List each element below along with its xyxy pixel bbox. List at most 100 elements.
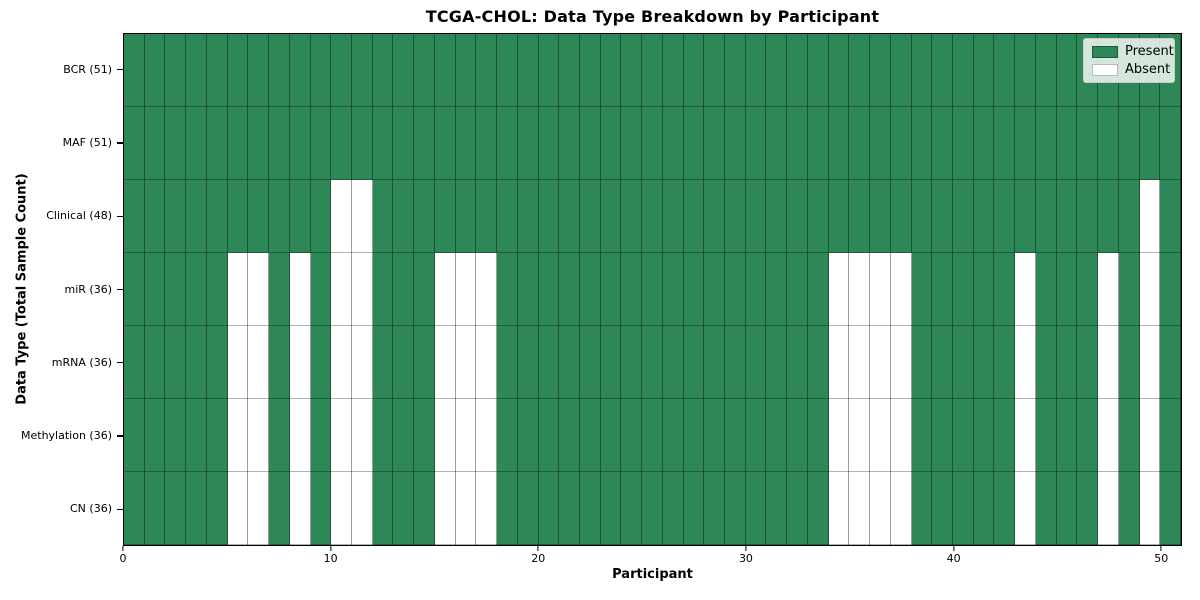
heatmap-cell: [186, 107, 207, 180]
heatmap-cell: [124, 34, 145, 107]
heatmap-cell: [579, 107, 601, 180]
y-tick-mark: [117, 435, 123, 437]
heatmap-cell: [538, 326, 560, 399]
heatmap-cell: [289, 399, 311, 472]
heatmap-cell: [165, 34, 187, 107]
heatmap-cell: [1035, 253, 1057, 326]
heatmap-cell: [745, 326, 767, 399]
heatmap-cell: [206, 107, 228, 180]
heatmap-cell: [372, 107, 394, 180]
heatmap-cell: [186, 399, 207, 472]
heatmap-cell: [351, 180, 373, 253]
x-tick-mark: [952, 546, 955, 551]
heatmap-cell: [1139, 253, 1161, 326]
heatmap-cell: [1015, 107, 1036, 180]
heatmap-cell: [579, 472, 601, 545]
heatmap-cell: [372, 472, 394, 545]
heatmap-cell: [124, 472, 145, 545]
heatmap-cell: [1139, 326, 1161, 399]
heatmap-cell: [994, 253, 1016, 326]
heatmap-cell: [787, 472, 808, 545]
heatmap-cell: [662, 107, 684, 180]
heatmap-cell: [331, 107, 352, 180]
heatmap-cell: [1035, 180, 1057, 253]
heatmap-cell: [828, 399, 850, 472]
heatmap-cell: [248, 472, 270, 545]
heatmap-cell: [455, 34, 477, 107]
heatmap-cell: [579, 34, 601, 107]
heatmap-cell: [600, 34, 622, 107]
heatmap-cell: [745, 34, 767, 107]
heatmap-cell: [538, 107, 560, 180]
heatmap-cell: [890, 472, 912, 545]
x-tick-mark: [122, 546, 124, 551]
heatmap-cell: [725, 180, 746, 253]
heatmap-cell: [559, 253, 580, 326]
present-swatch-icon: [1092, 45, 1118, 58]
heatmap-cell: [351, 472, 373, 545]
heatmap-cell: [206, 472, 228, 545]
heatmap-cell: [766, 253, 788, 326]
heatmap-cell: [1056, 253, 1078, 326]
heatmap-cell: [932, 107, 954, 180]
heatmap-cell: [289, 253, 311, 326]
heatmap-cell: [890, 399, 912, 472]
absent-swatch-icon: [1092, 63, 1118, 76]
heatmap-cell: [870, 472, 891, 545]
heatmap-cell: [1077, 253, 1099, 326]
heatmap-cell: [911, 107, 933, 180]
heatmap-cell: [248, 253, 270, 326]
heatmap-cell: [351, 34, 373, 107]
heatmap-cell: [704, 107, 726, 180]
heatmap-cell: [994, 472, 1016, 545]
heatmap-cell: [890, 107, 912, 180]
heatmap-cell: [227, 180, 249, 253]
legend-label-present: Present: [1125, 44, 1174, 59]
heatmap-cell: [953, 253, 974, 326]
heatmap-cell: [1056, 326, 1078, 399]
heatmap-cell: [579, 399, 601, 472]
x-tick-mark: [745, 546, 747, 551]
heatmap-cell: [953, 107, 974, 180]
heatmap-cell: [248, 399, 270, 472]
heatmap-cell: [932, 326, 954, 399]
heatmap-cell: [704, 472, 726, 545]
heatmap-cell: [476, 180, 498, 253]
heatmap-cell: [766, 472, 788, 545]
heatmap-cell: [393, 180, 415, 253]
y-tick-label: MAF (51): [62, 135, 112, 149]
heatmap-cell: [165, 399, 187, 472]
heatmap-cell: [1077, 472, 1099, 545]
heatmap-cell: [579, 253, 601, 326]
heatmap-cell: [455, 326, 477, 399]
heatmap-cell: [745, 399, 767, 472]
heatmap-cell: [745, 107, 767, 180]
heatmap-cell: [559, 107, 580, 180]
heatmap-cell: [1015, 253, 1036, 326]
heatmap-cell: [289, 34, 311, 107]
heatmap-cell: [227, 326, 249, 399]
heatmap-cell: [828, 34, 850, 107]
heatmap-cell: [1098, 107, 1119, 180]
heatmap-cell: [310, 472, 332, 545]
heatmap-cell: [787, 34, 808, 107]
heatmap-cell: [372, 253, 394, 326]
heatmap-cell: [973, 399, 995, 472]
heatmap-cell: [994, 399, 1016, 472]
heatmap-cell: [828, 472, 850, 545]
heatmap-cell: [1015, 34, 1036, 107]
heatmap-cell: [517, 34, 539, 107]
heatmap-cell: [766, 399, 788, 472]
heatmap-cell: [704, 399, 726, 472]
heatmap-cell: [559, 472, 580, 545]
heatmap-cell: [870, 253, 891, 326]
heatmap-cell: [434, 399, 456, 472]
heatmap-cell: [455, 180, 477, 253]
heatmap-cell: [600, 107, 622, 180]
heatmap-cell: [165, 107, 187, 180]
heatmap-cell: [289, 107, 311, 180]
heatmap-cell: [807, 253, 829, 326]
heatmap-cell: [642, 180, 663, 253]
heatmap-cell: [849, 399, 871, 472]
